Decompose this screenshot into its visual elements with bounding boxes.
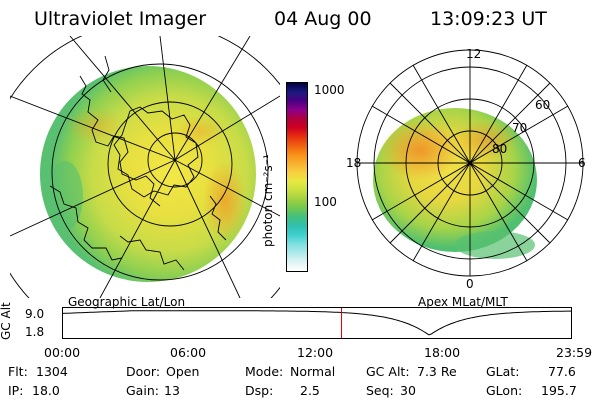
time-label: 13:09:23 UT [430,8,547,30]
colorbar-tick-100: 100 [314,195,337,209]
colorbar [286,82,308,272]
altitude-xtick-0600: 06:00 [170,345,207,360]
dsp-value: 2.5 [300,383,320,398]
gain-value: 13 [164,383,180,398]
seq-label: Seq: [366,383,394,398]
gain-label: Gain: [126,383,159,398]
door-label: Door: [126,364,161,379]
flt-label: Flt: [8,364,28,379]
mode-value: Normal [290,364,336,379]
mlt-label-6: 6 [578,156,586,170]
mlt-label-0: 0 [466,277,474,291]
mode-label: Mode: [245,364,284,379]
glat-value: 77.6 [548,364,576,379]
altitude-xtick-0000: 00:00 [44,345,81,360]
glon-value: 195.7 [541,383,577,398]
altitude-xtick-1200: 12:00 [297,345,334,360]
gcalt-value: 7.3 Re [417,364,457,379]
geographic-label: Geographic Lat/Lon [68,295,186,309]
altitude-ytick-9: 9.0 [25,307,45,321]
seq-value: 30 [400,383,416,398]
apex-image [356,49,584,277]
altitude-ylabel: GC Alt [0,302,13,340]
glat-label: GLat: [486,364,520,379]
geographic-image [10,36,280,298]
mlt-label-12: 12 [466,47,482,61]
mlt-label-18: 18 [346,156,362,170]
altitude-xtick-1800: 18:00 [424,345,461,360]
ip-value: 18.0 [32,383,60,398]
altitude-ytick-1-8: 1.8 [25,325,45,339]
gcalt-label: GC Alt: [366,364,410,379]
ip-label: IP: [8,383,24,398]
altitude-plot [62,307,572,339]
mlat-label-80: 80 [492,142,508,156]
altitude-xtick-2359: 23:59 [556,345,593,360]
door-value: Open [166,364,200,379]
apex-label: Apex MLat/MLT [418,295,508,309]
mlat-label-60: 60 [535,98,551,112]
flt-value: 1304 [36,364,68,379]
colorbar-unit-text: photon cm⁻²s⁻¹ [261,154,275,247]
date-label: 04 Aug 00 [274,8,372,30]
colorbar-tick-1000: 1000 [314,83,345,97]
glon-label: GLon: [486,383,523,398]
mlat-label-70: 70 [512,121,528,135]
dsp-label: Dsp: [245,383,274,398]
instrument-title: Ultraviolet Imager [34,8,207,30]
